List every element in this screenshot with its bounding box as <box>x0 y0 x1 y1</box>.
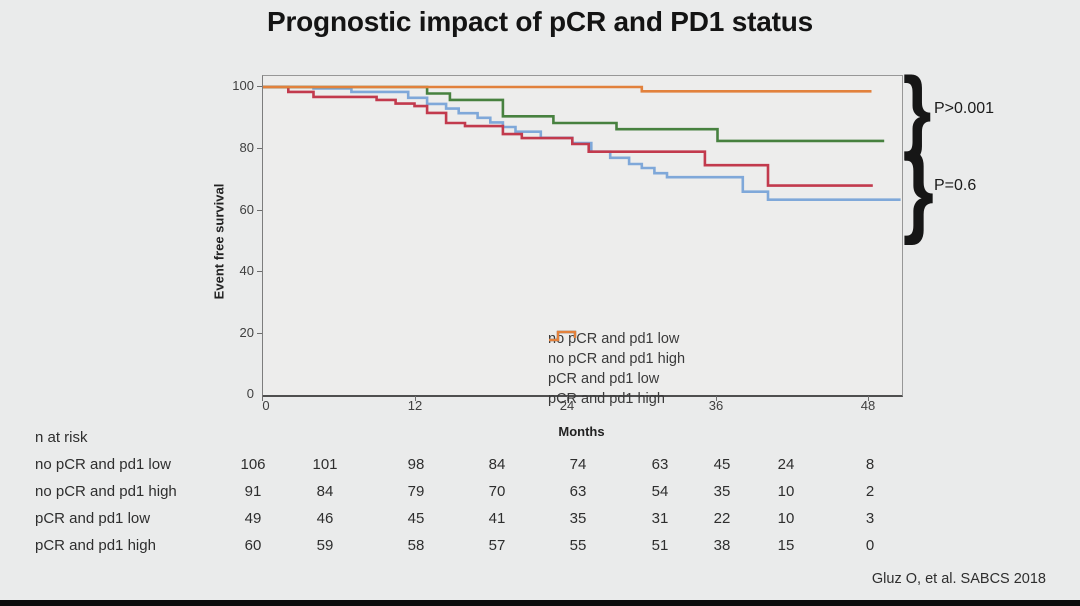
citation: Gluz O, et al. SABCS 2018 <box>871 571 1046 587</box>
bracket-bottom-icon: } <box>902 134 934 246</box>
legend-step-icon <box>549 330 577 342</box>
risk-value: 74 <box>569 456 587 473</box>
table-row: pCR and pd1 low 49 46 45 41 35 31 22 10 … <box>0 510 1080 530</box>
risk-value: 60 <box>244 537 262 554</box>
risk-value: 31 <box>651 510 669 527</box>
x-tick-mark <box>415 396 416 401</box>
x-tick-mark <box>567 396 568 401</box>
risk-value: 59 <box>316 537 334 554</box>
legend-label: pCR and pd1 low <box>548 371 660 387</box>
x-tick-label: 36 <box>708 398 724 413</box>
risk-value: 22 <box>713 510 731 527</box>
km-curves-canvas <box>263 85 901 201</box>
risk-value: 0 <box>865 537 875 554</box>
survival-plot: no pCR and pd1 low no pCR and pd1 high p… <box>262 75 903 407</box>
x-tick-label: 48 <box>860 398 876 413</box>
y-tick-label: 60 <box>239 202 254 217</box>
legend-label: pCR and pd1 high <box>548 391 665 407</box>
legend-item: pCR and pd1 high <box>548 330 685 409</box>
table-row: no pCR and pd1 high 91 84 79 70 63 54 35… <box>0 483 1080 503</box>
x-tick-label: 24 <box>559 398 575 413</box>
risk-value: 70 <box>488 483 506 500</box>
legend-item: no pCR and pd1 high <box>548 330 686 369</box>
risk-value: 24 <box>777 456 795 473</box>
legend: no pCR and pd1 low no pCR and pd1 high p… <box>548 329 685 409</box>
risk-value: 41 <box>488 510 506 527</box>
risk-value: 55 <box>569 537 587 554</box>
risk-row-label: pCR and pd1 high <box>35 537 156 554</box>
risk-value: 63 <box>569 483 587 500</box>
risk-value: 45 <box>407 510 425 527</box>
risk-row-label: pCR and pd1 low <box>35 510 151 527</box>
x-tick-label: 0 <box>262 398 270 413</box>
risk-value: 8 <box>865 456 875 473</box>
x-axis-title: Months <box>558 424 605 439</box>
x-tick-mark <box>262 396 263 401</box>
curve-pcr-pd1-high <box>263 85 872 93</box>
y-tick-label: 100 <box>232 78 254 93</box>
risk-value: 15 <box>777 537 795 554</box>
risk-value: 91 <box>244 483 262 500</box>
y-tick-mark <box>257 148 262 149</box>
risk-value: 49 <box>244 510 262 527</box>
risk-value: 35 <box>713 483 731 500</box>
p-value-top: P>0.001 <box>934 100 995 117</box>
risk-value: 79 <box>407 483 425 500</box>
risk-value: 54 <box>651 483 669 500</box>
risk-value: 57 <box>488 537 506 554</box>
risk-value: 45 <box>713 456 731 473</box>
risk-value: 38 <box>713 537 731 554</box>
risk-value: 51 <box>651 537 669 554</box>
table-row: pCR and pd1 high 60 59 58 57 55 51 38 15… <box>0 537 1080 557</box>
risk-value: 84 <box>488 456 506 473</box>
risk-table-title: n at risk <box>35 429 88 446</box>
x-tick-label: 12 <box>407 398 423 413</box>
risk-value: 2 <box>865 483 875 500</box>
risk-value: 63 <box>651 456 669 473</box>
page-title: Prognostic impact of pCR and PD1 status <box>266 6 814 37</box>
risk-value: 58 <box>407 537 425 554</box>
y-tick-mark <box>257 210 262 211</box>
legend-item: pCR and pd1 low <box>548 330 685 389</box>
risk-value: 106 <box>240 456 266 473</box>
curve-pcr-pd1-low <box>263 85 885 143</box>
y-tick-label: 0 <box>246 386 254 401</box>
risk-value: 84 <box>316 483 334 500</box>
y-tick-label: 80 <box>239 140 254 155</box>
curve-no-pcr-pd1-high <box>263 85 873 187</box>
table-row: no pCR and pd1 low 106 101 98 84 74 63 4… <box>0 456 1080 476</box>
bottom-bar <box>0 600 1080 606</box>
risk-value: 101 <box>312 456 338 473</box>
y-tick-mark <box>257 333 262 334</box>
risk-value: 10 <box>777 483 795 500</box>
risk-value: 10 <box>777 510 795 527</box>
risk-value: 98 <box>407 456 425 473</box>
risk-value: 46 <box>316 510 334 527</box>
curve-no-pcr-pd1-low <box>263 85 901 201</box>
legend-label: no pCR and pd1 high <box>548 351 686 367</box>
risk-value: 3 <box>865 510 875 527</box>
x-tick-mark <box>868 396 869 401</box>
y-tick-label: 20 <box>239 325 254 340</box>
risk-row-label: no pCR and pd1 low <box>35 456 171 473</box>
y-tick-mark <box>257 86 262 87</box>
risk-value: 35 <box>569 510 587 527</box>
y-tick-mark <box>257 271 262 272</box>
y-tick-label: 40 <box>239 263 254 278</box>
risk-row-label: no pCR and pd1 high <box>35 483 177 500</box>
x-tick-mark <box>716 396 717 401</box>
legend-label: no pCR and pd1 low <box>548 331 680 347</box>
p-value-bottom: P=0.6 <box>934 177 977 194</box>
